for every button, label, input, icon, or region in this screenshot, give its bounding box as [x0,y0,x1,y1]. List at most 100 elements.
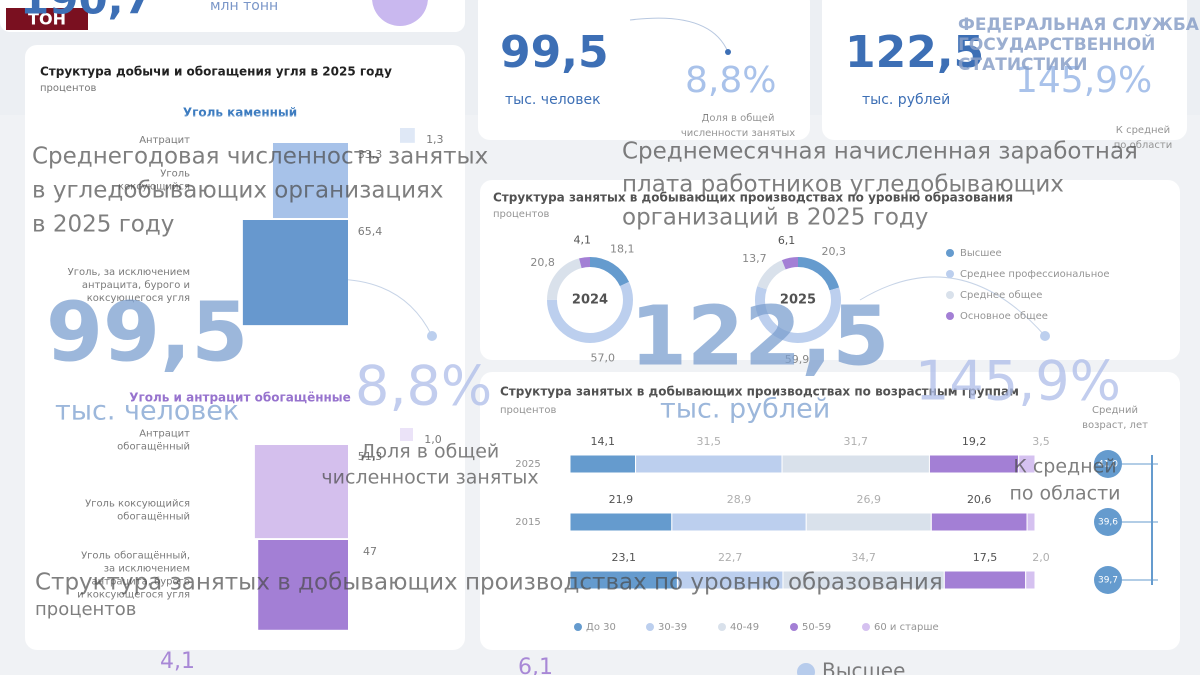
card [822,0,1187,140]
donut-value: 18,1 [610,242,635,255]
decor-dot [725,49,731,55]
donut-value: 6,1 [778,234,796,247]
coal-title: Структура добычи и обогащения угля в 202… [40,65,392,79]
legend-dot [946,312,954,320]
coal-label: антрацита, бурого [91,577,190,588]
age-value: 21,9 [609,493,634,506]
overlay-share-label: численности занятых [321,467,538,489]
coal-square [272,143,348,219]
overlay-value: 122,5 [630,289,889,384]
mean-age-circle [1094,508,1122,536]
coal-value: 1,3 [426,133,444,146]
legend-label: 40-49 [730,622,759,633]
overlay-ratio-label: по области [1009,483,1120,505]
coal-label: и коксующегося угля [77,590,190,601]
coal-label: коксующийся [118,182,190,193]
legend-label: До 30 [586,622,616,633]
age-value: 31,5 [697,435,722,448]
age-value: 28,9 [727,493,752,506]
coal-square [400,428,413,441]
group-title: Уголь каменный [183,106,297,120]
age-title: Структура занятых в добывающих производс… [500,385,1019,399]
legend-dot [646,623,654,631]
donut-value: 57,0 [590,352,615,365]
ratio-label: по области [1114,140,1172,151]
coal-value: 1,0 [424,433,442,446]
donut-value: 20,3 [821,245,846,258]
overlay-donut-value: 6,1 [518,655,553,675]
video-overlay [0,115,1200,675]
coal-square [400,128,415,143]
donut-segment [547,258,582,301]
overlay-subtitle: процентов [35,599,136,620]
overlay-title: плата работников угледобывающих [622,172,1064,198]
overlay-title: организаций в 2025 году [622,205,928,231]
decor-arc [629,17,729,53]
age-bar [1018,454,1036,474]
coal-subtitle: процентов [40,83,96,94]
age-value: 17,5 [973,551,998,564]
age-value: 2,0 [1032,551,1050,564]
salary-value: 122,5 [845,27,984,78]
age-value: 19,2 [962,435,987,448]
donut-segment [579,257,591,269]
age-value: 20,6 [967,493,992,506]
overlay-donut-value: 4,1 [160,649,195,674]
production-unit: млн тонн [210,0,278,14]
donut-segment [547,281,633,343]
legend-label: 60 и старше [874,622,939,633]
salary-unit: тыс. рублей [862,92,950,108]
group-title: Уголь и антрацит обогащённые [129,391,351,405]
rosstat-watermark: СТАТИСТИКИ [958,55,1087,75]
donut-value: 20,8 [530,256,555,269]
coal-label: за исключением [104,564,190,575]
channel-logo: ТОН [28,10,66,29]
legend-dot [946,249,954,257]
rosstat-watermark: ФЕДЕРАЛЬНАЯ СЛУЖБА [958,15,1200,35]
legend-label: Основное общее [960,311,1048,322]
donut-segment [797,257,840,291]
age-value: 23,1 [611,551,636,564]
overlay-title: в угледобывающих организациях [32,178,443,204]
legend-dot [946,270,954,278]
coal-square [254,445,348,539]
coal-label: антрацита, бурого и [82,280,190,291]
mean-age: 39,7 [1098,576,1118,586]
legend-dot [790,623,798,631]
rosstat-watermark: ГОСУДАРСТВЕННОЙ [958,33,1155,55]
overlay-title: Структура занятых в добывающих производс… [35,570,943,596]
overlay-legend-dot [797,663,815,675]
legend-dot [946,291,954,299]
age-value: 31,7 [843,435,868,448]
card [0,0,465,32]
education-subtitle: процентов [493,209,549,220]
share-label: Доля в общей [702,113,775,124]
coal-value: 51,3 [358,450,383,463]
card [480,180,1180,360]
employment-value: 99,5 [500,27,609,78]
mean-age: 39,6 [1098,518,1118,528]
mean-age-title: Средний [1092,405,1138,416]
age-value: 22,7 [718,551,743,564]
coal-label: Уголь коксующийся [85,499,190,510]
mean-age: 41,0 [1098,460,1118,470]
legend-dot [574,623,582,631]
coal-label: коксующегося угля [87,293,190,304]
donut-segment [755,286,841,343]
education-title: Структура занятых в добывающих производс… [493,191,1013,205]
legend-label: Высшее [960,248,1002,259]
overlay-ratio: 145,9% [915,350,1121,413]
legend-dot [862,623,870,631]
decor-arc [859,276,1046,337]
card [478,0,810,140]
overlay-title: в 2025 году [32,212,174,238]
overlay-texts: Среднегодовая численность занятых в углед… [32,139,1138,675]
age-bar [1025,570,1036,590]
icon [372,0,428,26]
donut-year: 2024 [572,293,608,308]
charts: Доля в общей численности занятых К средней… [68,15,1200,633]
coal-label: обогащённый [117,442,190,453]
coal-value: 33,3 [358,148,383,161]
donut-value: 4,1 [574,233,592,246]
production-value: 190,7 [20,0,153,24]
